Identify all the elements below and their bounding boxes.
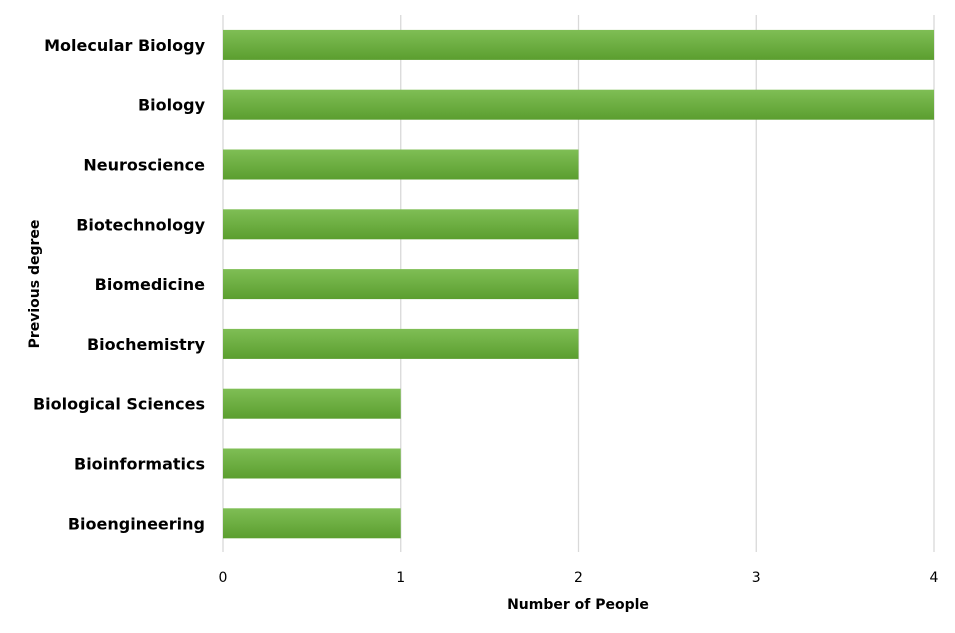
category-label: Biology	[138, 96, 206, 115]
category-label: Bioinformatics	[74, 455, 205, 474]
bar	[223, 149, 579, 180]
bar	[223, 269, 579, 300]
bar	[223, 328, 579, 359]
bar	[223, 89, 934, 120]
x-tick-label: 2	[574, 570, 583, 586]
x-tick-label: 4	[930, 570, 939, 586]
category-label: Bioengineering	[68, 514, 205, 533]
x-tick-label: 1	[396, 570, 405, 586]
category-label: Biological Sciences	[33, 395, 205, 414]
bar	[223, 508, 401, 539]
x-tick-labels: 0 1 2 3 4	[219, 570, 939, 586]
bar	[223, 209, 579, 240]
x-tick-label: 0	[219, 570, 228, 586]
x-axis-title: Number of People	[507, 597, 649, 613]
y-axis-title: Previous degree	[27, 220, 43, 349]
bars	[223, 29, 934, 539]
category-label: Neuroscience	[83, 156, 205, 175]
bar	[223, 29, 934, 60]
category-label: Biotechnology	[76, 215, 205, 234]
x-tick-label: 3	[752, 570, 761, 586]
category-label: Molecular Biology	[44, 36, 205, 55]
category-label: Biomedicine	[95, 275, 205, 294]
category-labels: Molecular Biology Biology Neuroscience Biot…	[33, 36, 206, 533]
bar	[223, 448, 401, 479]
category-label: Biochemistry	[87, 335, 206, 354]
bar	[223, 388, 401, 419]
